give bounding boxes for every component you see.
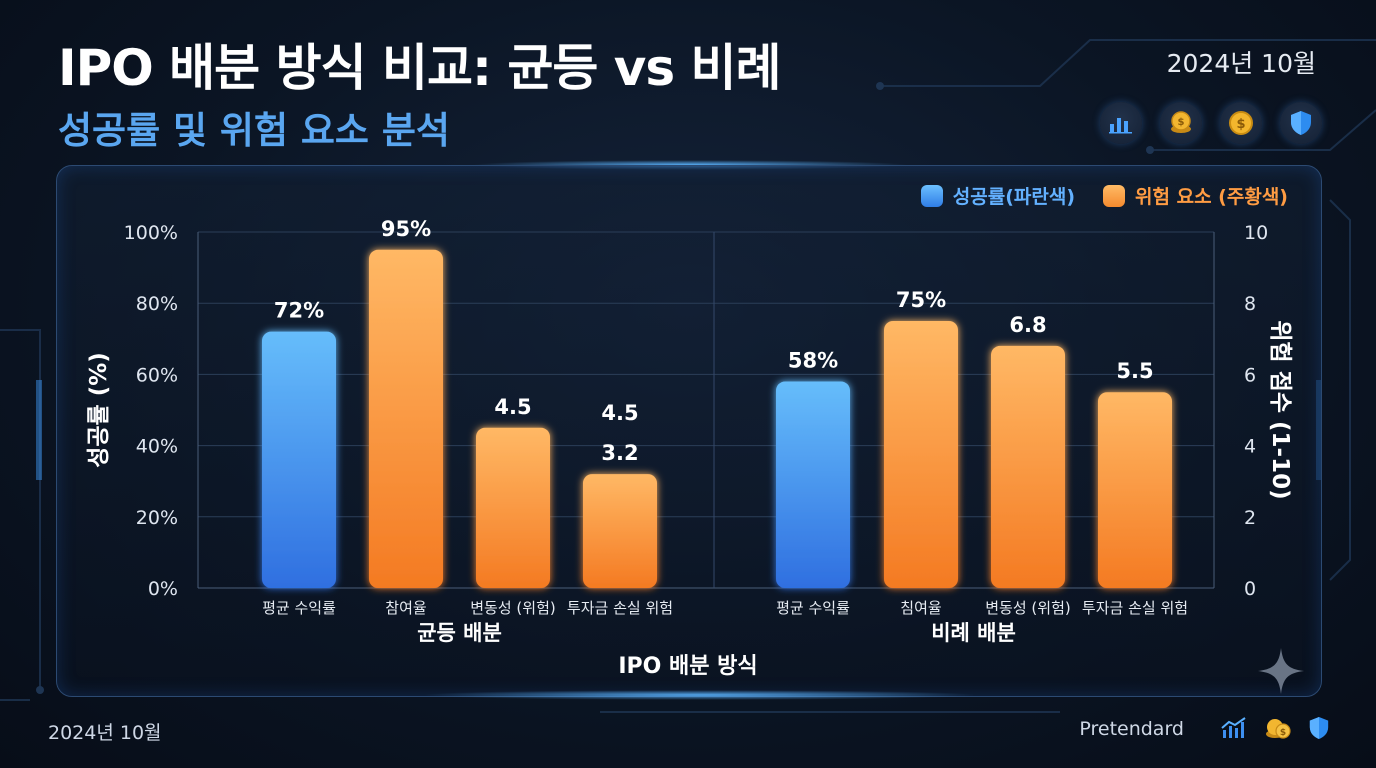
x-tick-label: 변동성 (위험) [470,599,555,617]
sparkle-icon [1256,646,1306,700]
bar-value-label: 75% [896,288,946,312]
x-tick-label: 참여율 [385,599,426,617]
bar-risk [476,427,550,588]
bar-risk [1098,392,1172,588]
page-subtitle: 성공률 및 위험 요소 분석 [58,109,450,152]
bar-value-label: 6.8 [1009,313,1046,337]
group-label: 균등 배분 [417,621,502,645]
y2-tick-label: 8 [1244,293,1256,315]
shield-icon [1280,102,1322,144]
bar-risk [369,249,443,589]
y2-tick-label: 2 [1244,507,1256,529]
bar-value-label: 72% [274,299,324,323]
footer-font-name: Pretendard [1079,718,1184,740]
bar-value-label: 4.5 [494,395,531,419]
legend-swatch-success [920,184,943,207]
y-tick-label: 40% [136,436,178,458]
legend-item-risk: 위험 요소 (주황색) [1103,182,1288,209]
y2-tick-label: 4 [1244,436,1256,458]
legend-item-success: 성공률(파란색) [920,182,1076,209]
x-tick-label: 투자금 손실 위험 [567,599,673,617]
bar-success [262,331,336,588]
bar-success [776,381,850,588]
svg-text:$: $ [1178,117,1185,128]
legend-label-risk: 위험 요소 (주황색) [1135,186,1288,208]
legend-label-success: 성공률(파란색) [952,186,1076,208]
bar-value-label: 5.5 [1116,359,1153,383]
y-tick-label: 100% [124,222,178,244]
bar-value-label-extra: 4.5 [601,401,638,425]
shield-icon [1308,716,1330,744]
header-icon-row: $ $ [1100,102,1322,144]
x-tick-label: 평균 수익률 [776,599,850,617]
dollar-coin-icon: $ [1220,102,1262,144]
x-tick-label: 변동성 (위험) [985,599,1070,617]
y2-tick-label: 6 [1244,364,1256,386]
svg-text:$: $ [1236,117,1245,132]
line-chart-icon [1220,716,1248,744]
x-tick-label: 투자금 손실 위험 [1082,599,1188,617]
y-axis-title: 성공률 (%) [86,352,112,468]
chart-legend: 성공률(파란색) 위험 요소 (주황색) [920,182,1288,209]
coins-icon: $ [1160,102,1202,144]
x-tick-label: 평균 수익률 [262,599,336,617]
y-tick-label: 60% [136,364,178,386]
y2-axis-title: 위험 점수 (1-10) [1267,320,1293,499]
x-axis-title: IPO 배분 방식 [618,654,757,679]
bar-chart-icon [1100,102,1142,144]
y-tick-label: 80% [136,293,178,315]
y2-tick-label: 0 [1244,578,1256,600]
svg-text:$: $ [1280,728,1286,738]
panel-bottom-glow [420,690,980,700]
footer-icon-row: $ [1220,714,1330,746]
bar-value-label: 58% [788,349,838,373]
y-tick-label: 0% [148,578,178,600]
y2-tick-label: 10 [1244,222,1268,244]
header-date: 2024년 10월 [1166,49,1316,78]
bar-risk [583,474,657,588]
page-title: IPO 배분 방식 비교: 균등 vs 비례 [58,39,782,97]
x-tick-label: 침여율 [900,599,941,617]
bar-risk [884,321,958,588]
footer-date: 2024년 10월 [48,722,162,744]
group-label: 비례 배분 [931,621,1016,645]
legend-swatch-risk [1103,184,1126,207]
coins-icon: $ [1264,714,1292,746]
bar-value-label: 95% [381,217,431,241]
bar-value-label: 3.2 [601,441,638,465]
y-tick-label: 20% [136,507,178,529]
bar-risk [991,345,1065,588]
